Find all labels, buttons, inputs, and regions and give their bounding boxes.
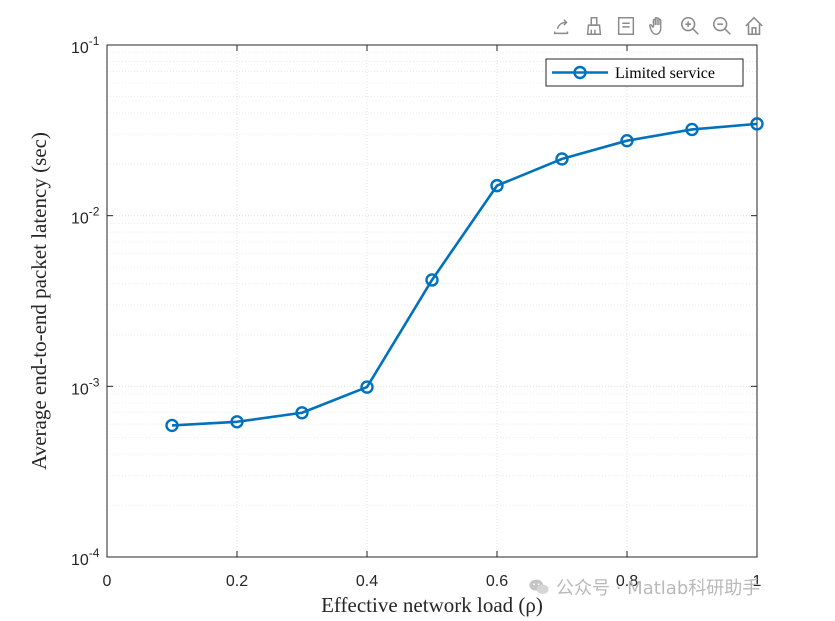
zoom-in-button[interactable] (676, 12, 704, 40)
data-point (295, 406, 309, 420)
y-tick-label: 10-3 (71, 375, 100, 398)
data-point (230, 415, 244, 429)
brush-button[interactable] (580, 12, 608, 40)
legend[interactable]: Limited service (545, 58, 744, 87)
pan-icon (648, 16, 662, 35)
x-tick-label: 0.4 (356, 573, 378, 590)
data-point (620, 133, 634, 148)
data-point (490, 178, 504, 193)
wechat-icon (529, 579, 549, 595)
data-point (685, 122, 699, 137)
zoom-out-icon (712, 16, 731, 35)
x-tick-label: 0.6 (486, 573, 508, 590)
watermark: 公众号 · Matlab科研助手 (528, 574, 760, 600)
zoom-in-icon (680, 16, 699, 35)
plot-area (106, 44, 758, 558)
x-tick-label: 0.8 (616, 573, 638, 590)
y-tick-label: 10-2 (71, 205, 100, 228)
export-button[interactable] (548, 12, 576, 40)
data-point (360, 380, 374, 394)
data-tips-button[interactable] (612, 12, 640, 40)
pan-button[interactable] (644, 12, 672, 40)
watermark-text: 公众号 · Matlab科研助手 (556, 578, 761, 599)
y-tick-labels: 10-4 10-3 10-2 10-1 (71, 34, 100, 569)
axes-toolbar (548, 12, 768, 40)
series-line (171, 122, 758, 427)
data-point (750, 117, 764, 131)
data-point (425, 273, 439, 287)
grid-minor (107, 52, 757, 507)
x-tick-labels: 0 0.2 0.4 0.6 0.8 1 (103, 573, 762, 590)
export-icon (553, 19, 569, 35)
legend-marker (573, 65, 587, 80)
y-tick-label: 10-4 (71, 546, 100, 569)
home-icon (745, 16, 763, 36)
series-layer (165, 117, 764, 433)
data-point (165, 418, 179, 433)
x-axis-title: Effective network load (ρ) (321, 593, 543, 617)
x-tick-label: 0.2 (226, 573, 248, 590)
data-point (555, 152, 569, 166)
y-tick-label: 10-1 (71, 34, 100, 57)
home-button[interactable] (740, 12, 768, 40)
x-tick-label: 1 (753, 573, 762, 590)
y-axis-title: Average end-to-end packet latency (sec) (27, 132, 51, 470)
data-tips-icon (617, 17, 635, 35)
x-tick-label: 0 (103, 573, 112, 590)
axis-ticks (106, 44, 758, 558)
brush-icon (586, 17, 602, 35)
legend-label: Limited service (615, 65, 715, 82)
zoom-out-button[interactable] (708, 12, 736, 40)
grid-major (106, 44, 758, 558)
